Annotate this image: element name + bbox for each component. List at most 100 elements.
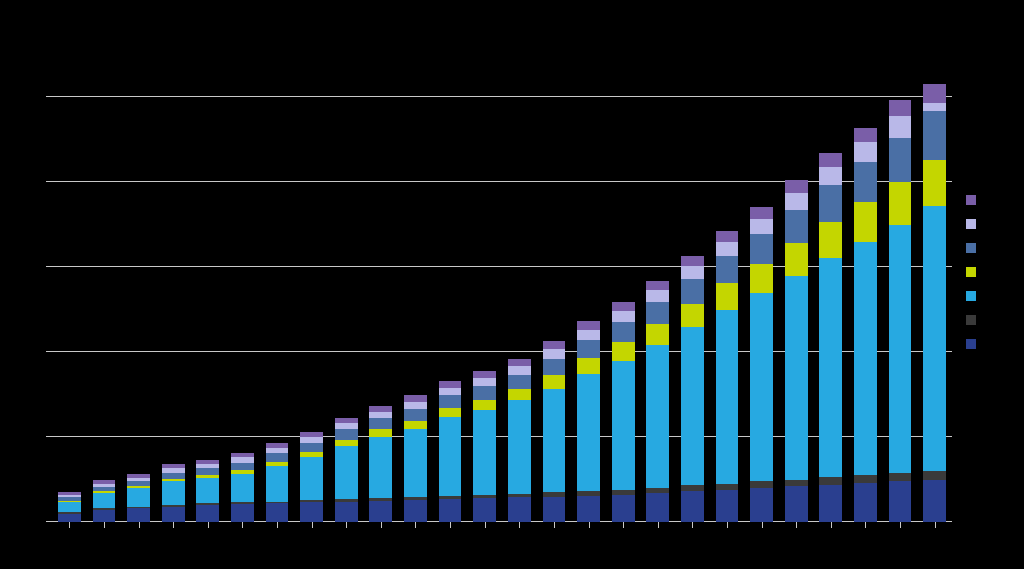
bar-segment-steel	[404, 409, 427, 421]
bar-segment-cyan	[577, 374, 600, 491]
bar-segment-purple	[889, 100, 912, 115]
x-tick	[727, 522, 728, 528]
bar-segment-lime	[543, 375, 566, 389]
plot-area	[52, 12, 952, 522]
gridline	[52, 181, 952, 182]
y-tick	[46, 351, 52, 352]
bar-segment-lilac	[819, 167, 842, 186]
bar-segment-cyan	[543, 389, 566, 493]
legend-swatch-steel	[966, 243, 976, 253]
bar-segment-navy	[716, 490, 739, 522]
x-tick	[208, 522, 209, 528]
bar	[785, 180, 808, 522]
x-tick	[935, 522, 936, 528]
x-tick	[692, 522, 693, 528]
bar-segment-navy	[300, 502, 323, 522]
bar-segment-navy	[681, 491, 704, 522]
bar-segment-navy	[543, 497, 566, 523]
x-tick	[623, 522, 624, 528]
x-tick	[346, 522, 347, 528]
bar-segment-steel	[819, 185, 842, 222]
x-tick	[554, 522, 555, 528]
bar-segment-navy	[854, 483, 877, 522]
bar-segment-navy	[93, 510, 116, 522]
bar	[681, 256, 704, 522]
bar-segment-lime	[369, 429, 392, 437]
bar-segment-steel	[716, 256, 739, 283]
bar-segment-lilac	[543, 349, 566, 358]
bar-segment-lime	[473, 400, 496, 410]
bar-segment-cyan	[473, 410, 496, 495]
bar-segment-cyan	[716, 310, 739, 484]
bar-segment-cyan	[819, 258, 842, 477]
bar-segment-cyan	[854, 242, 877, 476]
bar-segment-lime	[819, 222, 842, 258]
bar-segment-steel	[577, 340, 600, 358]
bar-segment-steel	[543, 359, 566, 375]
bar-segment-cyan	[508, 400, 531, 494]
bar-segment-lime	[750, 264, 773, 293]
bar-segment-steel	[646, 302, 669, 324]
bar-segment-steel	[300, 443, 323, 452]
bar-segment-navy	[785, 486, 808, 522]
bar-segment-navy	[577, 496, 600, 522]
bar	[266, 443, 289, 522]
bar-segment-navy	[612, 495, 635, 522]
bar-segment-purple	[854, 128, 877, 142]
bar-segment-navy	[889, 481, 912, 522]
x-tick	[173, 522, 174, 528]
bar	[93, 480, 116, 522]
bar-segment-steel	[473, 386, 496, 400]
y-tick	[46, 436, 52, 437]
bar-segment-steel	[889, 138, 912, 182]
x-tick	[831, 522, 832, 528]
bar	[196, 460, 219, 522]
bar-segment-lime	[785, 243, 808, 275]
bar	[404, 395, 427, 522]
bar-segment-purple	[439, 381, 462, 388]
bar-segment-grey	[750, 481, 773, 488]
bar	[335, 418, 358, 522]
bar-segment-navy	[196, 505, 219, 522]
x-tick	[312, 522, 313, 528]
x-tick	[865, 522, 866, 528]
bar-segment-navy	[266, 503, 289, 522]
bar-segment-cyan	[162, 481, 185, 505]
bar-segment-lime	[612, 342, 635, 361]
bar	[439, 381, 462, 522]
bar-segment-purple	[577, 321, 600, 330]
bar-segment-purple	[473, 371, 496, 379]
bar-segment-cyan	[404, 429, 427, 497]
gridline	[52, 436, 952, 437]
bar-segment-steel	[785, 210, 808, 243]
bar-segment-cyan	[196, 478, 219, 504]
bar	[543, 341, 566, 522]
bar-segment-lilac	[508, 366, 531, 375]
bar-segment-navy	[231, 504, 254, 522]
bar	[577, 321, 600, 522]
bar-segment-cyan	[681, 327, 704, 485]
bar	[231, 453, 254, 522]
bar-segment-grey	[889, 473, 912, 482]
bar-segment-cyan	[750, 293, 773, 482]
bar-segment-lime	[335, 440, 358, 447]
bar-segment-purple	[819, 153, 842, 167]
bar-segment-purple	[750, 207, 773, 219]
bar-segment-cyan	[369, 437, 392, 498]
bar-segment-lilac	[716, 242, 739, 256]
bar-segment-steel	[681, 279, 704, 304]
bar-segment-lilac	[473, 378, 496, 386]
bar-segment-purple	[404, 395, 427, 402]
bar-segment-grey	[819, 477, 842, 485]
bar-segment-cyan	[785, 276, 808, 480]
bar-segment-lime	[854, 202, 877, 241]
bar-segment-grey	[785, 480, 808, 487]
bar	[716, 231, 739, 523]
x-tick	[69, 522, 70, 528]
bar-segment-steel	[335, 429, 358, 439]
bar-segment-steel	[750, 234, 773, 264]
bar-segment-cyan	[58, 502, 81, 512]
bar-segment-cyan	[266, 466, 289, 502]
bar-segment-cyan	[612, 361, 635, 490]
bar	[162, 464, 185, 522]
